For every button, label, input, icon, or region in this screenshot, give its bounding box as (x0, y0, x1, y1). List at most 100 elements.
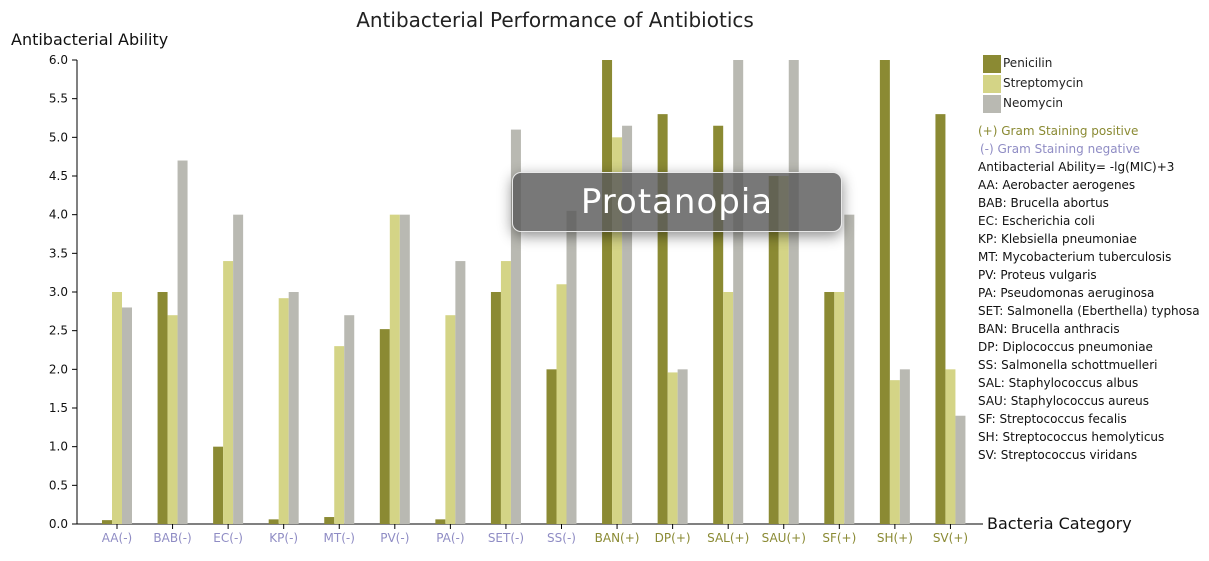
bar-neomycin-pv (399, 214, 410, 524)
bar-penicilin-aa (102, 520, 112, 524)
abbreviation-item: SAL: Staphylococcus albus (978, 376, 1139, 390)
abbreviation-item: BAN: Brucella anthracis (978, 322, 1120, 336)
bar-neomycin-mt (344, 315, 355, 524)
legend-label-neomycin: Neomycin (1003, 96, 1064, 110)
abbreviation-item: MT: Mycobacterium tuberculosis (978, 250, 1172, 264)
bar-streptomycin-set (500, 261, 511, 524)
bar-penicilin-pa (435, 519, 446, 524)
y-tick-label: 4.5 (49, 169, 68, 183)
abbreviation-item: SF: Streptococcus fecalis (978, 412, 1127, 426)
abbreviation-list: AA: Aerobacter aerogenes BAB: Brucella ab… (978, 176, 1200, 464)
abbreviation-item: DP: Diplococcus pneumoniae (978, 340, 1153, 354)
legend-label-streptomycin: Streptomycin (1003, 76, 1084, 90)
bar-neomycin-sal (733, 60, 744, 524)
bar-streptomycin-dp (667, 372, 678, 524)
x-axis-label: Bacteria Category (987, 514, 1132, 533)
bar-streptomycin-ss (556, 284, 567, 524)
y-tick-label: 0.5 (49, 478, 68, 492)
bar-streptomycin-sv (945, 369, 956, 524)
bar-penicilin-bab (157, 292, 168, 524)
x-tick-label: SV(+) (933, 531, 968, 545)
y-tick-label: 0.0 (49, 517, 68, 531)
abbreviation-item: PA: Pseudomonas aeruginosa (978, 286, 1155, 300)
bar-penicilin-dp (657, 114, 668, 524)
bar-neomycin-sf (844, 214, 855, 524)
legend-swatch-streptomycin (983, 75, 1001, 93)
bar-streptomycin-sf (834, 292, 845, 524)
x-tick-label: PA(-) (436, 531, 464, 545)
x-tick-label: BAB(-) (153, 531, 191, 545)
bar-penicilin-kp (268, 519, 279, 524)
y-axis-label: Antibacterial Ability (11, 30, 169, 49)
bar-streptomycin-bab (167, 315, 178, 524)
bar-neomycin-sv (955, 415, 966, 524)
y-tick-label: 2.0 (49, 362, 68, 376)
x-tick-label: SS(-) (547, 531, 576, 545)
bar-neomycin-sau (788, 60, 799, 524)
bar-penicilin-pv (379, 329, 390, 524)
y-tick-label: 6.0 (49, 53, 68, 67)
abbreviation-item: KP: Klebsiella pneumoniae (978, 232, 1137, 246)
formula-note: Antibacterial Ability= -lg(MIC)+3 (978, 160, 1175, 174)
bar-neomycin-ec (233, 214, 244, 524)
x-tick-label: SH(+) (877, 531, 913, 545)
bar-penicilin-sv (935, 114, 946, 524)
bar-streptomycin-sal (723, 292, 734, 524)
bar-neomycin-bab (177, 160, 188, 525)
bar-neomycin-kp (288, 292, 299, 524)
bar-neomycin-sh (899, 369, 910, 524)
bar-penicilin-ban (602, 60, 613, 524)
y-tick-label: 3.5 (49, 246, 68, 260)
protanopia-overlay: Protanopia (512, 172, 842, 232)
bar-penicilin-sh (879, 60, 890, 524)
bar-penicilin-sf (824, 292, 835, 524)
bar-streptomycin-aa (112, 292, 122, 524)
x-tick-label: AA(-) (102, 531, 132, 545)
bar-penicilin-ss (546, 369, 557, 524)
bar-penicilin-mt (324, 517, 335, 524)
x-tick-label: SAU(+) (762, 531, 806, 545)
bar-streptomycin-sau (778, 176, 789, 524)
bar-neomycin-set (510, 129, 521, 524)
y-tick-label: 1.5 (49, 401, 68, 415)
x-tick-label: PV(-) (380, 531, 409, 545)
legend-swatch-neomycin (983, 95, 1001, 113)
x-tick-label: SET(-) (488, 531, 524, 545)
abbreviation-item: AA: Aerobacter aerogenes (978, 178, 1136, 192)
abbreviation-item: PV: Proteus vulgaris (978, 268, 1097, 282)
abbreviation-item: EC: Escherichia coli (978, 214, 1095, 228)
y-tick-label: 5.0 (49, 130, 68, 144)
chart-title: Antibacterial Performance of Antibiotics (356, 8, 754, 32)
bar-streptomycin-mt (334, 346, 345, 524)
bar-streptomycin-pa (445, 315, 456, 524)
gram-negative-note: (-) Gram Staining negative (980, 142, 1141, 156)
abbreviation-item: BAB: Brucella abortus (978, 196, 1109, 210)
bar-neomycin-pa (455, 261, 466, 524)
bar-streptomycin-ec (223, 261, 234, 524)
abbreviation-item: SV: Streptococcus viridans (978, 448, 1138, 462)
x-tick-label: KP(-) (269, 531, 298, 545)
chart-notes: (+) Gram Staining positive (-) Gram Stai… (978, 122, 1200, 464)
y-tick-label: 2.5 (49, 324, 68, 338)
abbreviation-item: SET: Salmonella (Eberthella) typhosa (978, 304, 1200, 318)
y-tick-label: 1.0 (49, 440, 68, 454)
bar-neomycin-ban (622, 125, 633, 524)
x-tick-label: BAN(+) (595, 531, 640, 545)
abbreviation-item: SS: Salmonella schottmuelleri (978, 358, 1158, 372)
bar-penicilin-ec (213, 446, 224, 524)
bar-neomycin-aa (122, 307, 132, 524)
bar-streptomycin-pv (389, 214, 400, 524)
x-tick-label: SF(+) (822, 531, 856, 545)
bar-penicilin-sal (713, 125, 724, 524)
x-tick-label: EC(-) (213, 531, 243, 545)
abbreviation-item: SH: Streptococcus hemolyticus (978, 430, 1165, 444)
bar-streptomycin-ban (612, 137, 623, 525)
bar-neomycin-dp (677, 369, 688, 524)
bar-neomycin-ss (566, 210, 577, 525)
bar-streptomycin-sh (889, 380, 900, 524)
gram-positive-note: (+) Gram Staining positive (978, 124, 1139, 138)
y-tick-label: 5.5 (49, 92, 68, 106)
x-tick-label: MT(-) (324, 531, 355, 545)
x-tick-label: DP(+) (655, 531, 691, 545)
